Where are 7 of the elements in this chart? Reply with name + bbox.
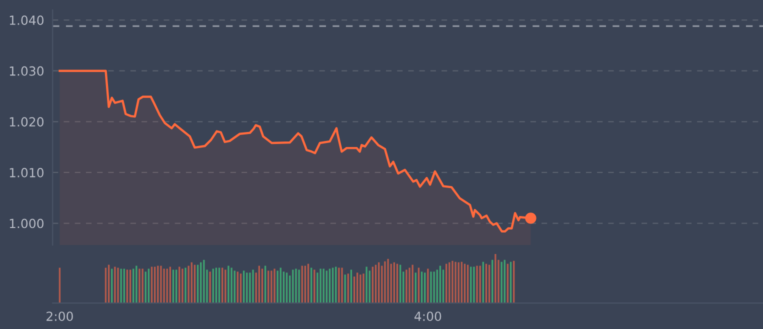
y-tick-label: 1.020: [10, 117, 44, 127]
x-tick-label: 2:00: [46, 312, 73, 322]
y-tick-label: 1.030: [10, 66, 44, 76]
x-tick-label: 4:00: [414, 312, 442, 322]
y-tick-label: 1.000: [10, 218, 44, 228]
y-tick-label: 1.040: [10, 16, 44, 25]
y-tick-label: 1.010: [10, 168, 44, 178]
